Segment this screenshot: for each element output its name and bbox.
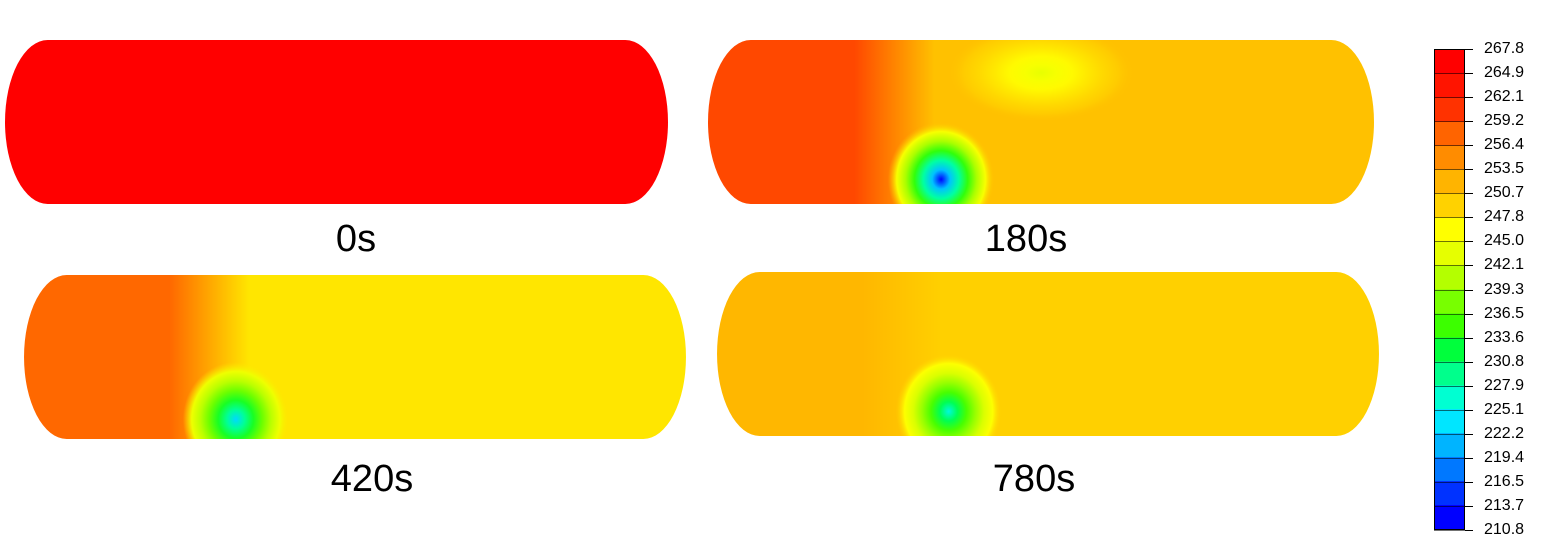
colorbar-tick [1465, 145, 1473, 146]
colorbar-tick [1465, 73, 1473, 74]
panel-label-180s: 180s [984, 218, 1068, 260]
colorbar-gridline [1434, 458, 1465, 459]
colorbar-tick-label: 230.8 [1484, 353, 1525, 370]
contour-hotspot [182, 361, 289, 439]
colorbar-tick-label: 210.8 [1484, 521, 1525, 538]
colorbar-gridline [1434, 482, 1465, 483]
colorbar-gridline [1434, 73, 1465, 74]
panel-label-780s: 780s [992, 458, 1076, 500]
colorbar-gridline [1434, 338, 1465, 339]
colorbar-tick [1465, 217, 1473, 218]
contour-hotspot [887, 121, 995, 204]
colorbar [1434, 49, 1465, 530]
colorbar-gridline [1434, 217, 1465, 218]
panel-label-420s: 420s [330, 458, 414, 500]
colorbar-tick-label: 236.5 [1484, 305, 1525, 322]
colorbar-gridline [1434, 530, 1465, 531]
colorbar-tick [1465, 434, 1473, 435]
colorbar-tick-label: 216.5 [1484, 473, 1525, 490]
colorbar-tick [1465, 362, 1473, 363]
colorbar-tick [1465, 386, 1473, 387]
colorbar-tick-label: 213.7 [1484, 497, 1525, 514]
colorbar-tick [1465, 530, 1473, 531]
colorbar-tick-label: 253.5 [1484, 160, 1525, 177]
colorbar-tick-label: 242.1 [1484, 256, 1525, 273]
contour-field [5, 40, 668, 204]
contour-panel-180s [708, 40, 1374, 204]
colorbar-tick [1465, 121, 1473, 122]
colorbar-gridline [1434, 362, 1465, 363]
colorbar-gridline [1434, 265, 1465, 266]
colorbar-tick-label: 245.0 [1484, 232, 1525, 249]
colorbar-gridline [1434, 506, 1465, 507]
colorbar-gridline [1434, 386, 1465, 387]
contour-hotspot [947, 40, 1135, 123]
colorbar-tick [1465, 458, 1473, 459]
colorbar-gridline [1434, 241, 1465, 242]
colorbar-tick [1465, 265, 1473, 266]
colorbar-tick-label: 259.2 [1484, 112, 1525, 129]
contour-field [24, 275, 686, 439]
colorbar-gridline [1434, 434, 1465, 435]
contour-panel-420s [24, 275, 686, 439]
colorbar-tick-label: 227.9 [1484, 377, 1525, 394]
colorbar-tick [1465, 290, 1473, 291]
colorbar-tick-label: 222.2 [1484, 425, 1525, 442]
colorbar-tick-label: 250.7 [1484, 184, 1525, 201]
colorbar-gridline [1434, 121, 1465, 122]
colorbar-tick [1465, 241, 1473, 242]
contour-hotspot [895, 354, 1002, 436]
colorbar-gridline [1434, 314, 1465, 315]
colorbar-gridline [1434, 193, 1465, 194]
contour-field [717, 272, 1379, 436]
colorbar-tick-label: 233.6 [1484, 329, 1525, 346]
colorbar-tick [1465, 506, 1473, 507]
colorbar-gridline [1434, 49, 1465, 50]
colorbar-gridline [1434, 410, 1465, 411]
colorbar-gridline [1434, 290, 1465, 291]
colorbar-tick [1465, 193, 1473, 194]
panel-label-0s: 0s [335, 218, 377, 260]
colorbar-tick [1465, 410, 1473, 411]
colorbar-tick [1465, 169, 1473, 170]
colorbar-tick-label: 262.1 [1484, 88, 1525, 105]
colorbar-tick-label: 239.3 [1484, 281, 1525, 298]
contour-panel-0s [5, 40, 668, 204]
colorbar-gridline [1434, 145, 1465, 146]
colorbar-gridline [1434, 97, 1465, 98]
colorbar-tick-label: 247.8 [1484, 208, 1525, 225]
colorbar-tick-label: 264.9 [1484, 64, 1525, 81]
colorbar-tick [1465, 338, 1473, 339]
colorbar-tick-label: 267.8 [1484, 40, 1525, 57]
colorbar-tick [1465, 314, 1473, 315]
colorbar-gridline [1434, 169, 1465, 170]
colorbar-tick-label: 256.4 [1484, 136, 1525, 153]
contour-panel-780s [717, 272, 1379, 436]
colorbar-tick-label: 219.4 [1484, 449, 1525, 466]
colorbar-tick [1465, 97, 1473, 98]
colorbar-tick-label: 225.1 [1484, 401, 1525, 418]
colorbar-tick [1465, 49, 1473, 50]
colorbar-tick [1465, 482, 1473, 483]
